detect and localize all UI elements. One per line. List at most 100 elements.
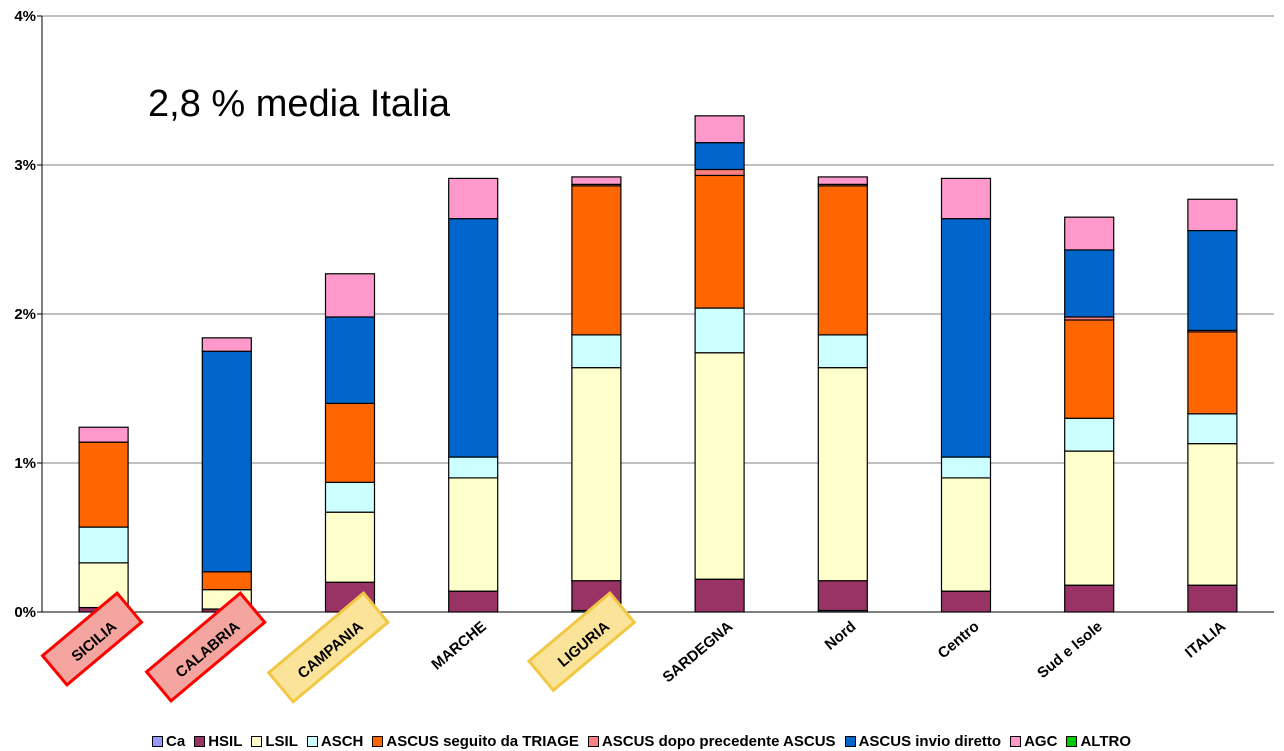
y-tick-label: 1%	[14, 455, 36, 472]
bar-segment	[1064, 417, 1115, 452]
bar-segment	[78, 441, 129, 528]
bar-segment	[694, 168, 745, 177]
category-label-group: LIGURIA	[526, 591, 637, 693]
stacked-bar-chart: 0%1%2%3%4% 2,8 % media Italia SICILIA CAL…	[14, 8, 1274, 704]
bar-segment	[1187, 198, 1238, 232]
category-label-group: Sud e Isole	[1034, 618, 1106, 682]
legend-label: HSIL	[208, 732, 243, 750]
bar-segment	[817, 176, 868, 185]
bar-segment	[448, 477, 499, 592]
category-label: ITALIA	[1182, 618, 1229, 661]
category-label-group: SARDEGNA	[659, 618, 736, 686]
bar-segment	[201, 571, 252, 591]
legend-swatch	[251, 735, 263, 747]
legend-swatch	[372, 735, 384, 747]
y-tick-label: 2%	[14, 306, 36, 323]
category-label-group: ITALIA	[1182, 618, 1229, 661]
category-labels: SICILIA CALABRIA CAMPANIA MARCHE LIGURIA SARD…	[40, 591, 1229, 704]
chart-annotation: 2,8 % media Italia	[148, 83, 451, 125]
bar-segment	[1064, 216, 1115, 251]
bar-segment	[694, 578, 745, 613]
y-tick-label: 4%	[14, 8, 36, 25]
bar-segment	[694, 142, 745, 171]
legend-item: ASCH	[306, 732, 364, 750]
legend-label: ALTRO	[1080, 732, 1131, 750]
bar-segment	[571, 185, 622, 336]
bar-segment	[324, 316, 376, 405]
category-label: Sud e Isole	[1034, 618, 1106, 682]
legend-swatch	[306, 735, 318, 747]
category-label-group: Nord	[822, 618, 860, 654]
bar-segment	[1187, 443, 1238, 586]
bar-segment	[448, 456, 499, 479]
bar-segment	[940, 477, 992, 592]
bar-segment	[940, 590, 992, 613]
y-axis-ticks: 0% 1% 2% 3% 4%	[14, 8, 42, 621]
bar-segment	[448, 177, 499, 220]
bar-segment	[694, 174, 745, 309]
y-tick-label: 0%	[14, 604, 36, 621]
bar-segment	[324, 511, 376, 583]
category-label-group: Centro	[935, 618, 983, 662]
legend-item: ALTRO	[1066, 733, 1131, 750]
bar-segment	[1187, 584, 1238, 613]
legend-label: ASCUS seguito da TRIAGE	[386, 732, 579, 750]
bar-segment	[694, 307, 745, 354]
legend-item: HSIL	[194, 733, 242, 750]
bar-segment	[694, 115, 745, 144]
bar-segment	[201, 337, 252, 352]
bar-segment	[324, 402, 376, 483]
bar-segment	[571, 367, 622, 582]
bar-segment	[1064, 584, 1115, 613]
legend-label: ASCH	[320, 732, 364, 750]
bar-segment	[201, 350, 252, 573]
bar-segment	[694, 352, 745, 580]
legend-swatch	[1010, 735, 1022, 747]
legend-swatch	[587, 735, 599, 747]
legend-item: ASCUS seguito da TRIAGE	[372, 733, 579, 750]
y-tick-label: 3%	[14, 157, 36, 174]
bar-segment	[1187, 229, 1238, 331]
legend-label: AGC	[1024, 732, 1058, 750]
category-label: Nord	[822, 618, 860, 654]
category-label: MARCHE	[428, 618, 489, 673]
bar-segment	[817, 580, 868, 612]
legend-label: ASCUS dopo precedente ASCUS	[601, 732, 836, 750]
bar-segment	[1187, 413, 1238, 445]
bar-segment	[940, 177, 992, 220]
bar-segment	[940, 218, 992, 458]
bar-segment	[324, 481, 376, 513]
category-highlight-box	[266, 591, 391, 704]
category-highlight-box	[40, 591, 144, 687]
legend-label: LSIL	[265, 732, 298, 750]
bar-segment	[571, 334, 622, 369]
bar-segment	[1064, 249, 1115, 318]
bar-segment	[78, 526, 129, 564]
legend-item: Ca	[152, 733, 185, 750]
legend-label: ASCUS invio diretto	[858, 732, 1002, 750]
bar-segment	[817, 185, 868, 336]
bar-segment	[448, 218, 499, 458]
legend-swatch	[844, 735, 856, 747]
legend-item: AGC	[1010, 733, 1057, 750]
legend-swatch	[152, 735, 164, 747]
legend-label: Ca	[166, 732, 186, 750]
bar-segment	[817, 334, 868, 369]
bar-segment	[1064, 450, 1115, 586]
legend: Ca HSIL LSIL ASCH ASCUS seguito da TRIAGE ASC…	[0, 731, 1284, 751]
bar-segment	[817, 367, 868, 582]
bar-segment	[448, 590, 499, 613]
category-label: Centro	[935, 618, 983, 662]
legend-swatch	[194, 735, 206, 747]
category-highlight-box	[526, 591, 637, 693]
bar-segment	[1187, 331, 1238, 415]
bars	[78, 115, 1238, 613]
bar-segment	[324, 273, 376, 318]
category-label-group: MARCHE	[428, 618, 489, 673]
bar-segment	[78, 426, 129, 443]
bar-segment	[1064, 319, 1115, 419]
legend-item: ASCUS invio diretto	[844, 732, 1002, 750]
category-label: SARDEGNA	[659, 618, 736, 686]
legend-item: LSIL	[251, 733, 298, 750]
legend-item: ASCUS dopo precedente ASCUS	[587, 732, 836, 750]
